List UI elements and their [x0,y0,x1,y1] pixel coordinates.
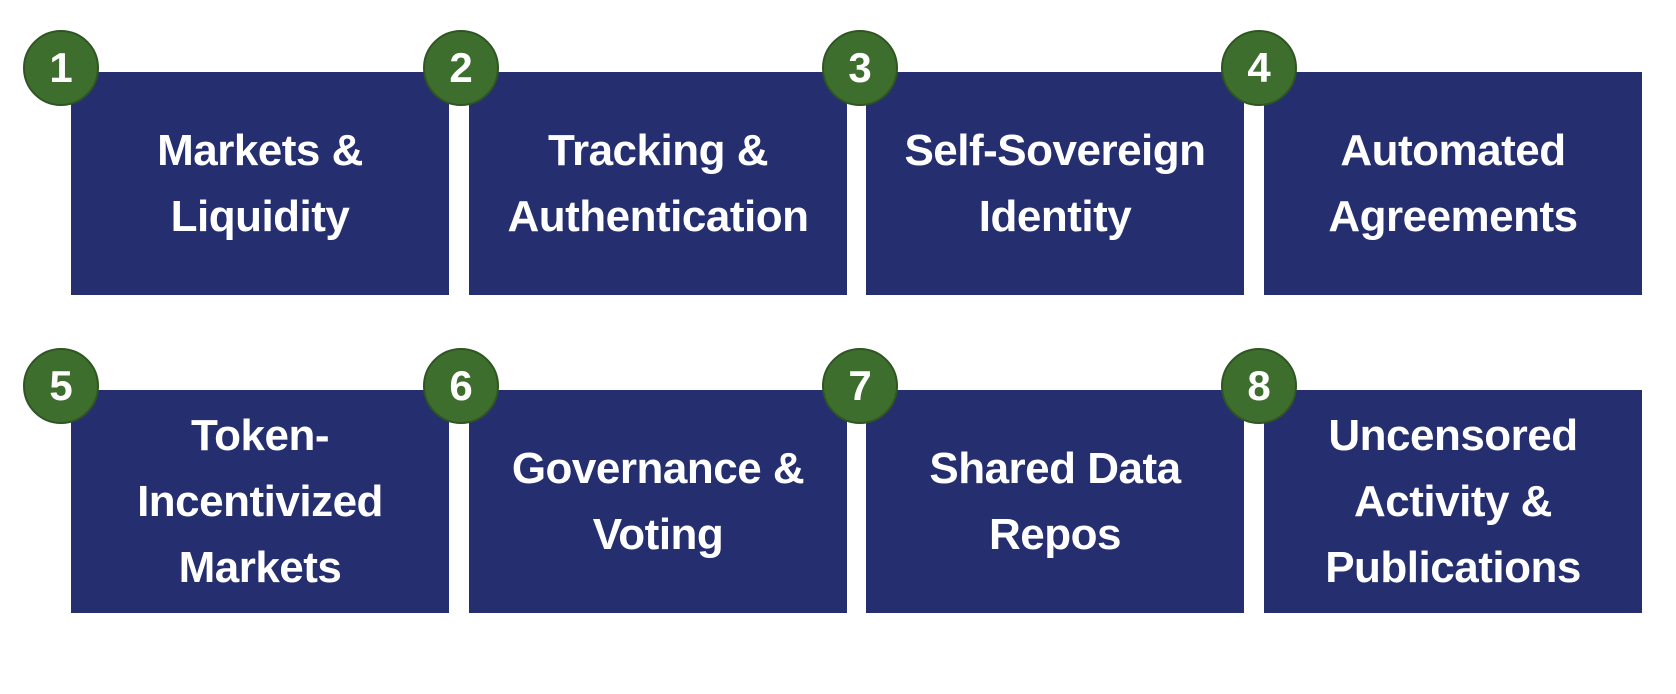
tile-label: Self-Sovereign Identity [904,125,1206,241]
tile-3: Self-Sovereign Identity [866,72,1244,295]
tile-2: Tracking & Authentication [469,72,847,295]
tile-8: Uncensored Activity & Publications [1264,390,1642,613]
tile-1: Markets & Liquidity [71,72,449,295]
number-badge-2: 2 [423,30,499,106]
number-badge-3: 3 [822,30,898,106]
tile-label: Automated Agreements [1328,125,1578,241]
number-badge-4: 4 [1221,30,1297,106]
tile-5: Token- Incentivized Markets [71,390,449,613]
tile-6: Governance & Voting [469,390,847,613]
number-badge-7: 7 [822,348,898,424]
number-badge-8: 8 [1221,348,1297,424]
tile-label: Tracking & Authentication [507,125,809,241]
tile-label: Governance & Voting [511,443,805,559]
number-badge-5: 5 [23,348,99,424]
tile-label: Markets & Liquidity [157,125,363,241]
number-badge-1: 1 [23,30,99,106]
tile-4: Automated Agreements [1264,72,1642,295]
tile-label: Token- Incentivized Markets [137,410,383,592]
tile-label: Uncensored Activity & Publications [1325,410,1581,592]
tile-7: Shared Data Repos [866,390,1244,613]
tile-label: Shared Data Repos [929,443,1181,559]
number-badge-6: 6 [423,348,499,424]
